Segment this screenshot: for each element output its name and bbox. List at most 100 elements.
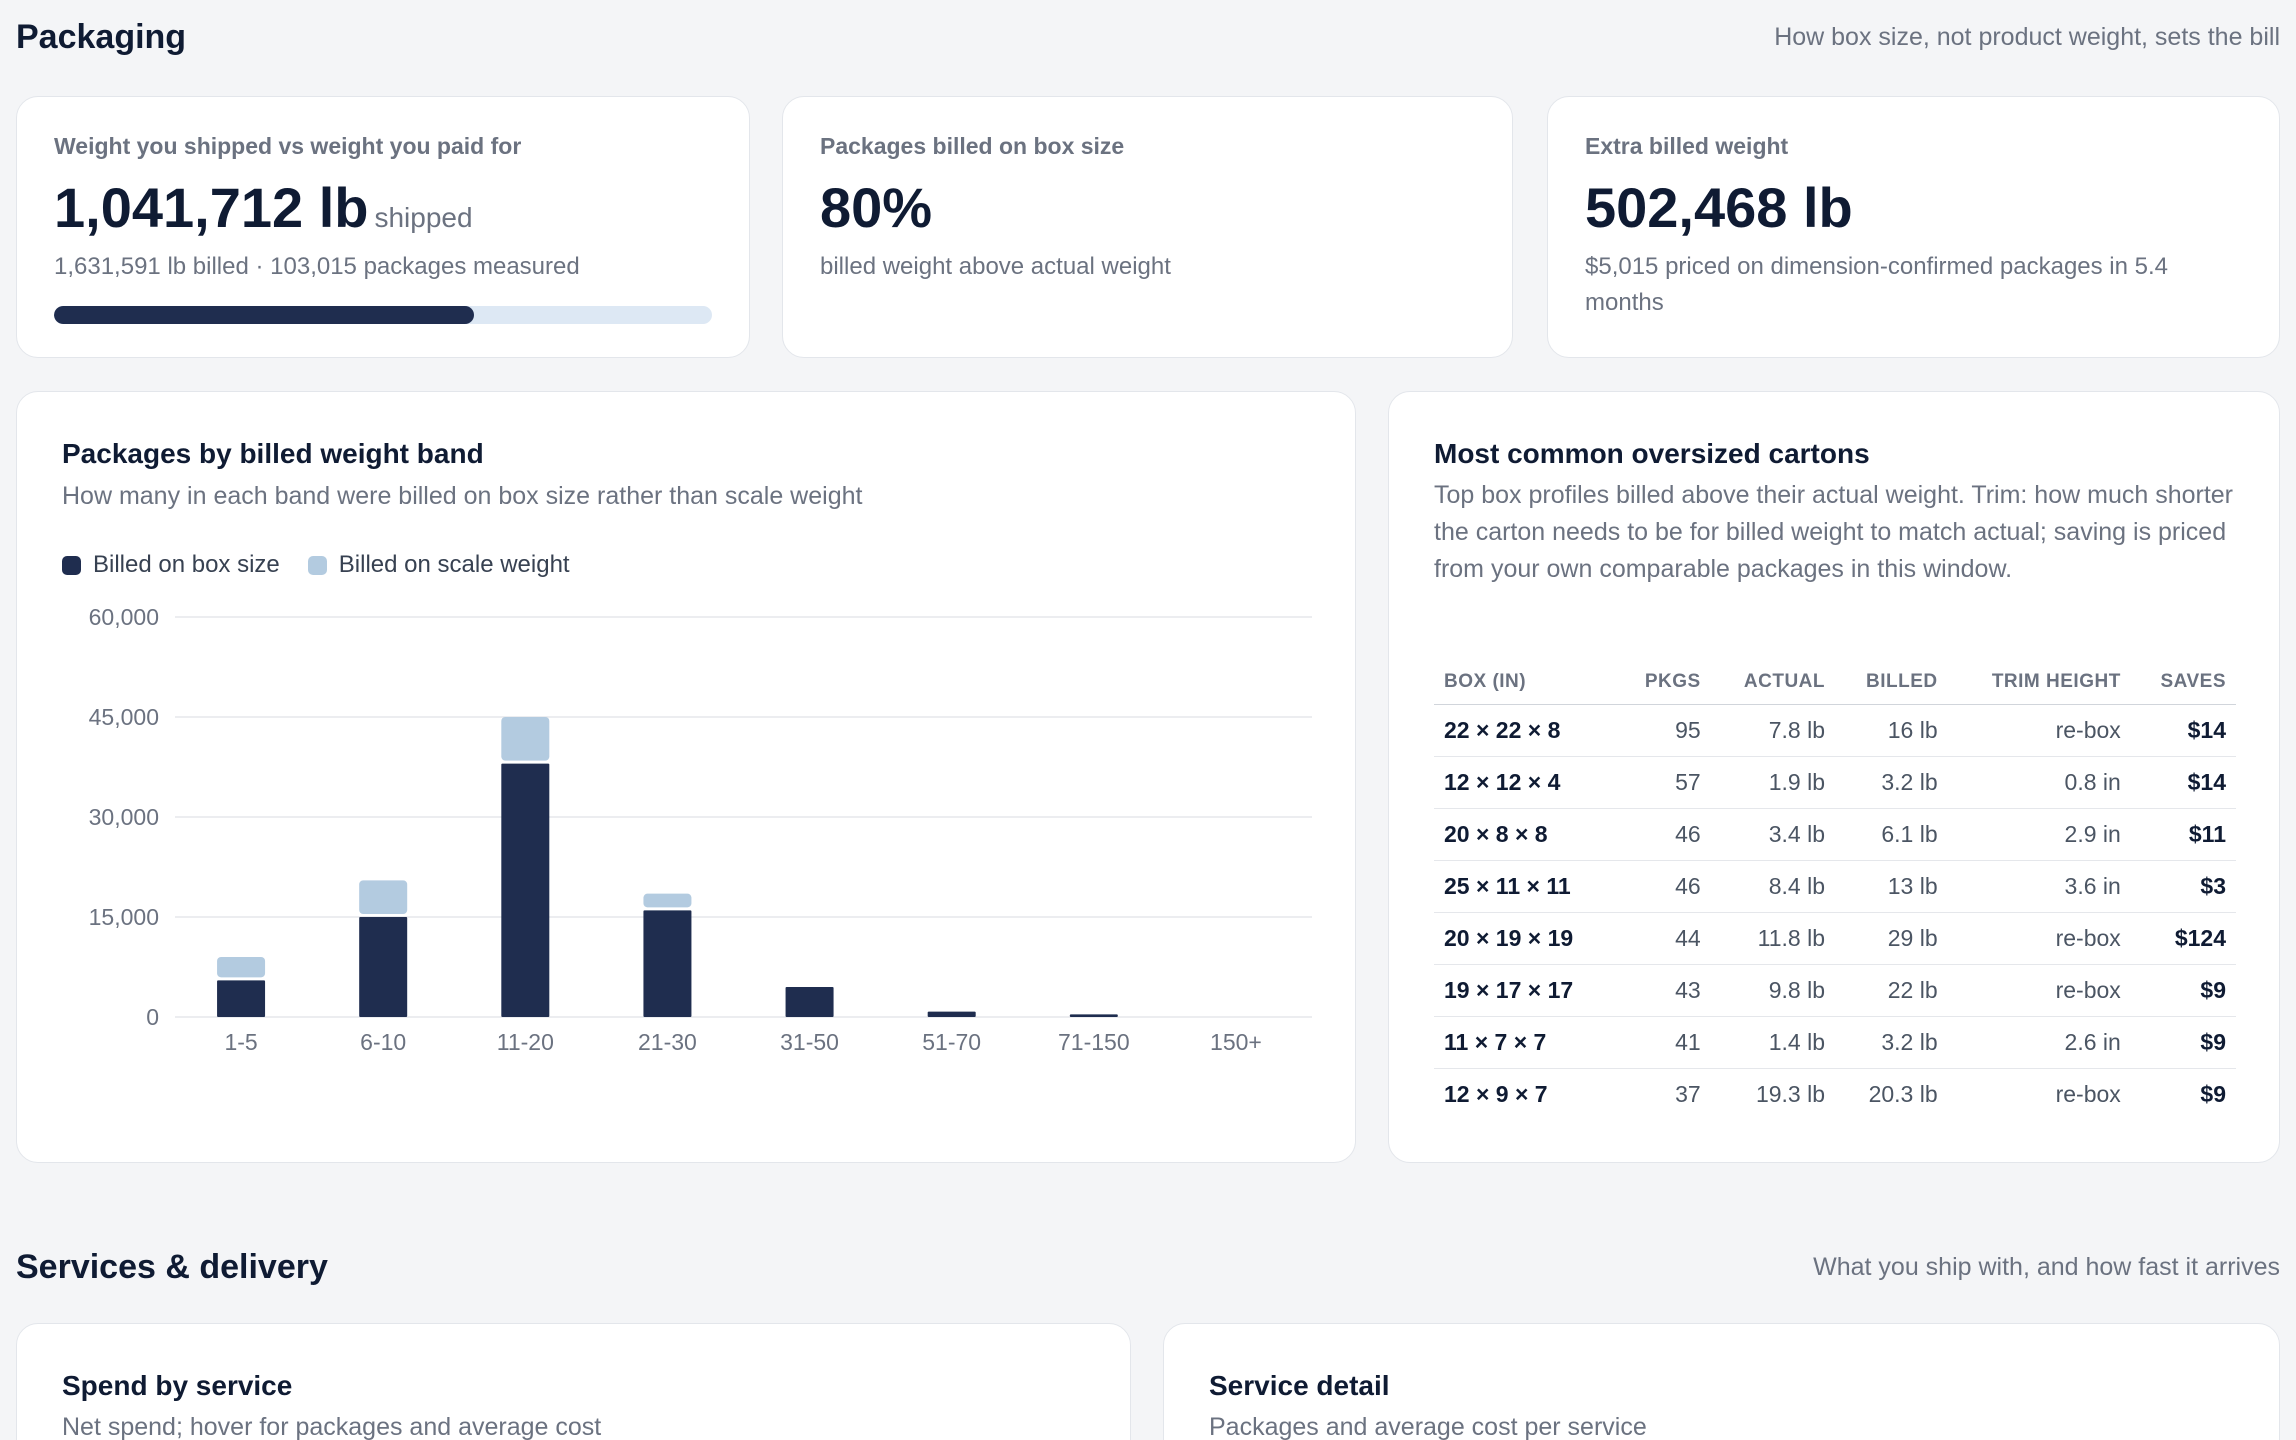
x-tick-label: 51-70 [922,1029,981,1055]
table-cell: 37 [1675,1080,1701,1107]
table-cell: 2.6 in [1947,1016,2131,1069]
table-cell: 3.6 in [1947,860,2131,913]
chart-description: How many in each band were billed on box… [62,482,863,510]
section-title: Packaging [16,18,187,56]
column-header: SAVES [2130,660,2236,705]
table-cell: 7.8 lb [1710,704,1835,757]
column-header: TRIM HEIGHT [1947,660,2131,705]
x-tick-label: 6-10 [360,1029,406,1055]
kpi-card-weight: Weight you shipped vs weight you paid fo… [16,96,750,358]
table-cell: 0.8 in [1947,756,2131,809]
table-row: 19 × 17 × 17 43 9.8 lb 22 lb re-box $9 [1434,964,2236,1017]
table-cell: 3.2 lb [1835,1016,1948,1069]
section-title: Services & delivery [16,1248,328,1286]
services-header: Services & delivery What you ship with, … [16,1248,2280,1287]
table-cell: 3.2 lb [1835,756,1948,809]
table-row: 25 × 11 × 11 46 8.4 lb 13 lb 3.6 in $3 [1434,860,2236,913]
section-subtitle: How box size, not product weight, sets t… [1774,23,2280,51]
table-cell: 9.8 lb [1710,964,1835,1017]
table-cell: 57 [1617,756,1711,809]
table-row: 22 × 22 × 8 95 7.8 lb 16 lb re-box $14 [1434,704,2236,757]
bar-box-size [785,987,834,1017]
x-tick-label: 71-150 [1058,1029,1130,1055]
service-detail-card: Service detail Packages and average cost… [1163,1323,2280,1440]
legend-swatch [62,555,81,575]
kpi-value-unit: shipped [374,202,473,233]
table-cell: 46 [1617,860,1711,913]
legend-item-scale-weight[interactable]: Billed on scale weight [307,551,570,579]
column-header: ACTUAL [1710,660,1835,705]
spend-description: Net spend; hover for packages and averag… [62,1413,602,1440]
table-cell: 20.3 lb [1868,1080,1938,1107]
bar-box-size [217,980,266,1017]
table-row: 12 × 12 × 4 57 1.9 lb 3.2 lb 0.8 in $14 [1434,756,2236,809]
kpi-value: 1,041,712 lb shipped [54,175,473,240]
cartons-table: BOX (IN) PKGS ACTUAL BILLED TRIM HEIGHT SAVES… [1434,660,2236,1120]
table-cell: 13 lb [1835,860,1948,913]
y-tick-label: 60,000 [89,604,159,630]
kpi-label: Weight you shipped vs weight you paid fo… [54,133,522,159]
table-cell: 43 [1617,964,1711,1017]
weight-progress-bar [54,306,712,324]
table-cell: 25 × 11 × 11 [1434,860,1618,913]
table-cell: re-box [2055,1080,2121,1107]
column-header: BOX (IN) [1434,660,1618,705]
table-cell: 20 × 19 × 19 [1434,912,1618,965]
column-header: BILLED [1835,660,1948,705]
table-row: 12 × 9 × 7 37 19.3 lb 20.3 lb re-box $9 [1434,1068,2236,1120]
kpi-sub: billed weight above actual weight [820,253,1171,280]
kpi-label: Extra billed weight [1585,133,1789,159]
table-cell: 2.9 in [1947,808,2131,861]
table-cell: $14 [2130,704,2236,757]
table-cell: 3.4 lb [1710,808,1835,861]
kpi-card-box-size: Packages billed on box size 80% billed w… [782,96,1513,358]
bar-scale-weight [643,893,692,908]
x-tick-label: 150+ [1210,1029,1262,1055]
kpi-value: 502,468 lb [1585,176,1853,239]
bar-box-size [927,1011,976,1017]
table-cell: $9 [2200,1080,2226,1107]
x-tick-label: 1-5 [224,1029,257,1055]
legend-swatch [307,555,327,575]
section-subtitle: What you ship with, and how fast it arri… [1813,1253,2280,1281]
y-tick-label: 0 [146,1004,159,1030]
table-cell: re-box [1947,964,2131,1017]
bar-box-size [643,910,692,1017]
table-cell: 11.8 lb [1710,912,1835,965]
kpi-value: 80% [820,176,933,239]
y-tick-label: 45,000 [89,704,159,730]
table-cell: $3 [2130,860,2236,913]
bar-box-size [1069,1014,1118,1017]
packaging-header: Packaging How box size, not product weig… [16,18,2280,57]
table-cell: 1.4 lb [1710,1016,1835,1069]
bar-scale-weight [501,717,550,761]
bar-scale-weight [359,880,408,914]
table-cell: 95 [1617,704,1711,757]
table-body: 22 × 22 × 8 95 7.8 lb 16 lb re-box $14 12 × 12… [1434,704,2236,1120]
table-cell: 11 × 7 × 7 [1434,1016,1618,1069]
y-tick-label: 30,000 [89,804,159,830]
table-row: 11 × 7 × 7 41 1.4 lb 3.2 lb 2.6 in $9 [1434,1016,2236,1069]
chart-title: Packages by billed weight band [62,438,484,469]
bar-box-size [359,917,408,1017]
kpi-card-extra-weight: Extra billed weight 502,468 lb $5,015 pr… [1547,96,2280,358]
table-cell: re-box [1947,912,2131,965]
legend-item-box-size[interactable]: Billed on box size [62,551,280,579]
chart-legend: Billed on box size Billed on scale weigh… [62,551,570,579]
kpi-label: Packages billed on box size [820,133,1125,159]
table-cell: 8.4 lb [1710,860,1835,913]
spend-title: Spend by service [62,1370,293,1401]
table-cell: $124 [2130,912,2236,965]
table-cell: 6.1 lb [1835,808,1948,861]
table-row: 20 × 8 × 8 46 3.4 lb 6.1 lb 2.9 in $11 [1434,808,2236,861]
x-tick-label: 31-50 [780,1029,839,1055]
table-cell: $11 [2130,808,2236,861]
bar-scale-weight [217,957,266,978]
oversized-cartons-card: Most common oversized cartons Top box pr… [1388,391,2280,1163]
table-cell: 46 [1617,808,1711,861]
table-cell: $9 [2130,1016,2236,1069]
cartons-description: Top box profiles billed above their actu… [1434,481,2233,583]
table-cell: $14 [2130,756,2236,809]
table-cell: 12 × 9 × 7 [1444,1080,1548,1107]
table-cell: 29 lb [1835,912,1948,965]
